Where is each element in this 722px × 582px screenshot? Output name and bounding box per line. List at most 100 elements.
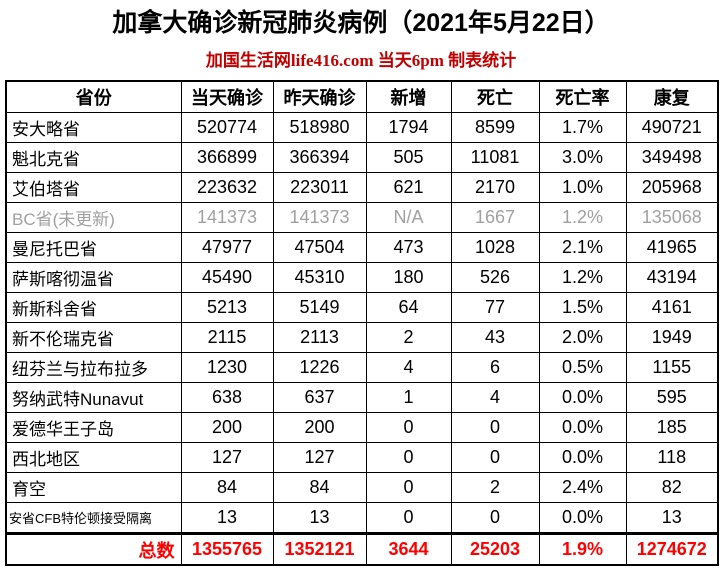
cell-yesterday-confirmed: 637 — [272, 382, 367, 413]
cell-today-confirmed: 520774 — [180, 112, 274, 143]
cell-new-cases: 0 — [365, 442, 452, 473]
table-row: 新斯科舍省 5213 5149 64 77 1.5% 4161 — [5, 292, 719, 323]
table-row: 安大略省 520774 518980 1794 8599 1.7% 490721 — [5, 112, 719, 143]
cell-yesterday-confirmed: 223011 — [272, 172, 367, 203]
cell-yesterday-confirmed: 13 — [272, 502, 367, 534]
cell-today-confirmed: 223632 — [180, 172, 274, 203]
cell-today-confirmed: 5213 — [180, 292, 274, 323]
cell-yesterday-confirmed: 1226 — [272, 352, 367, 383]
table-row: 艾伯塔省 223632 223011 621 2170 1.0% 205968 — [5, 172, 719, 203]
cell-recovered: 595 — [625, 382, 719, 413]
cell-province: 总数 — [5, 532, 182, 566]
cell-deaths: 2170 — [450, 172, 540, 203]
cell-death-rate: 1.5% — [538, 292, 627, 323]
table-row: BC省(未更新) 141373 141373 N/A 1667 1.2% 135… — [5, 202, 719, 233]
cell-province: 新斯科舍省 — [5, 292, 182, 323]
cell-death-rate: 2.1% — [538, 232, 627, 263]
table-row: 西北地区 127 127 0 0 0.0% 118 — [5, 442, 719, 473]
cell-new-cases: 1 — [365, 382, 452, 413]
cell-recovered: 490721 — [625, 112, 719, 143]
column-header-death-rate: 死亡率 — [538, 80, 627, 113]
cell-recovered: 349498 — [625, 142, 719, 173]
cell-today-confirmed: 638 — [180, 382, 274, 413]
column-header-deaths: 死亡 — [450, 80, 540, 113]
cell-new-cases: 505 — [365, 142, 452, 173]
cell-recovered: 118 — [625, 442, 719, 473]
cell-province: 艾伯塔省 — [5, 172, 182, 203]
cell-death-rate: 1.9% — [538, 532, 627, 566]
cell-today-confirmed: 141373 — [180, 202, 274, 233]
cell-yesterday-confirmed: 2113 — [272, 322, 367, 353]
cell-today-confirmed: 200 — [180, 412, 274, 443]
cell-province: 爱德华王子岛 — [5, 412, 182, 443]
cell-today-confirmed: 2115 — [180, 322, 274, 353]
cell-recovered: 82 — [625, 472, 719, 503]
cell-new-cases: 473 — [365, 232, 452, 263]
cell-yesterday-confirmed: 84 — [272, 472, 367, 503]
cell-recovered: 1155 — [625, 352, 719, 383]
page-title: 加拿大确诊新冠肺炎病例（2021年5月22日） — [112, 9, 610, 37]
cell-new-cases: 2 — [365, 322, 452, 353]
column-header-new-cases: 新增 — [365, 80, 452, 113]
cell-today-confirmed: 366899 — [180, 142, 274, 173]
cell-yesterday-confirmed: 366394 — [272, 142, 367, 173]
cell-recovered: 43194 — [625, 262, 719, 293]
cell-today-confirmed: 13 — [180, 502, 274, 534]
cell-death-rate: 0.5% — [538, 352, 627, 383]
cell-recovered: 13 — [625, 502, 719, 534]
cell-deaths: 8599 — [450, 112, 540, 143]
cell-province: 努纳武特Nunavut — [5, 382, 182, 413]
column-header-province: 省份 — [5, 80, 182, 113]
cell-recovered: 135068 — [625, 202, 719, 233]
cell-deaths: 2 — [450, 472, 540, 503]
cell-yesterday-confirmed: 518980 — [272, 112, 367, 143]
cell-yesterday-confirmed: 127 — [272, 442, 367, 473]
table-row: 萨斯喀彻温省 45490 45310 180 526 1.2% 43194 — [5, 262, 719, 293]
cell-province: 西北地区 — [5, 442, 182, 473]
column-header-today-confirmed: 当天确诊 — [180, 80, 274, 113]
cell-today-confirmed: 45490 — [180, 262, 274, 293]
cell-new-cases: 0 — [365, 472, 452, 503]
cell-deaths: 77 — [450, 292, 540, 323]
cell-today-confirmed: 127 — [180, 442, 274, 473]
cell-province: 新不伦瑞克省 — [5, 322, 182, 353]
cell-death-rate: 1.2% — [538, 202, 627, 233]
cell-deaths: 4 — [450, 382, 540, 413]
cell-new-cases: N/A — [365, 202, 452, 233]
cell-death-rate: 0.0% — [538, 502, 627, 534]
cell-today-confirmed: 1355765 — [180, 532, 274, 566]
table-row: 曼尼托巴省 47977 47504 473 1028 2.1% 41965 — [5, 232, 719, 263]
cell-province: 育空 — [5, 472, 182, 503]
cell-deaths: 1667 — [450, 202, 540, 233]
cell-yesterday-confirmed: 5149 — [272, 292, 367, 323]
cell-death-rate: 1.0% — [538, 172, 627, 203]
cell-new-cases: 4 — [365, 352, 452, 383]
total-row: 总数 1355765 1352121 3644 25203 1.9% 12746… — [5, 532, 719, 566]
cell-yesterday-confirmed: 141373 — [272, 202, 367, 233]
cell-yesterday-confirmed: 200 — [272, 412, 367, 443]
cell-yesterday-confirmed: 1352121 — [272, 532, 367, 566]
cell-death-rate: 2.4% — [538, 472, 627, 503]
cell-deaths: 43 — [450, 322, 540, 353]
cell-today-confirmed: 47977 — [180, 232, 274, 263]
cell-death-rate: 3.0% — [538, 142, 627, 173]
cell-today-confirmed: 1230 — [180, 352, 274, 383]
cell-recovered: 1949 — [625, 322, 719, 353]
column-header-yesterday-confirmed: 昨天确诊 — [272, 80, 367, 113]
cell-recovered: 41965 — [625, 232, 719, 263]
column-header-recovered: 康复 — [625, 80, 719, 113]
table-row: 新不伦瑞克省 2115 2113 2 43 2.0% 1949 — [5, 322, 719, 353]
cell-deaths: 0 — [450, 502, 540, 534]
cell-province: 曼尼托巴省 — [5, 232, 182, 263]
cell-recovered: 185 — [625, 412, 719, 443]
cell-province: 纽芬兰与拉布拉多 — [5, 352, 182, 383]
cell-death-rate: 2.0% — [538, 322, 627, 353]
cell-recovered: 4161 — [625, 292, 719, 323]
table-row: 育空 84 84 0 2 2.4% 82 — [5, 472, 719, 503]
cell-province: BC省(未更新) — [5, 202, 182, 233]
cell-new-cases: 64 — [365, 292, 452, 323]
cell-province: 安大略省 — [5, 112, 182, 143]
table-row: 纽芬兰与拉布拉多 1230 1226 4 6 0.5% 1155 — [5, 352, 719, 383]
cell-deaths: 526 — [450, 262, 540, 293]
